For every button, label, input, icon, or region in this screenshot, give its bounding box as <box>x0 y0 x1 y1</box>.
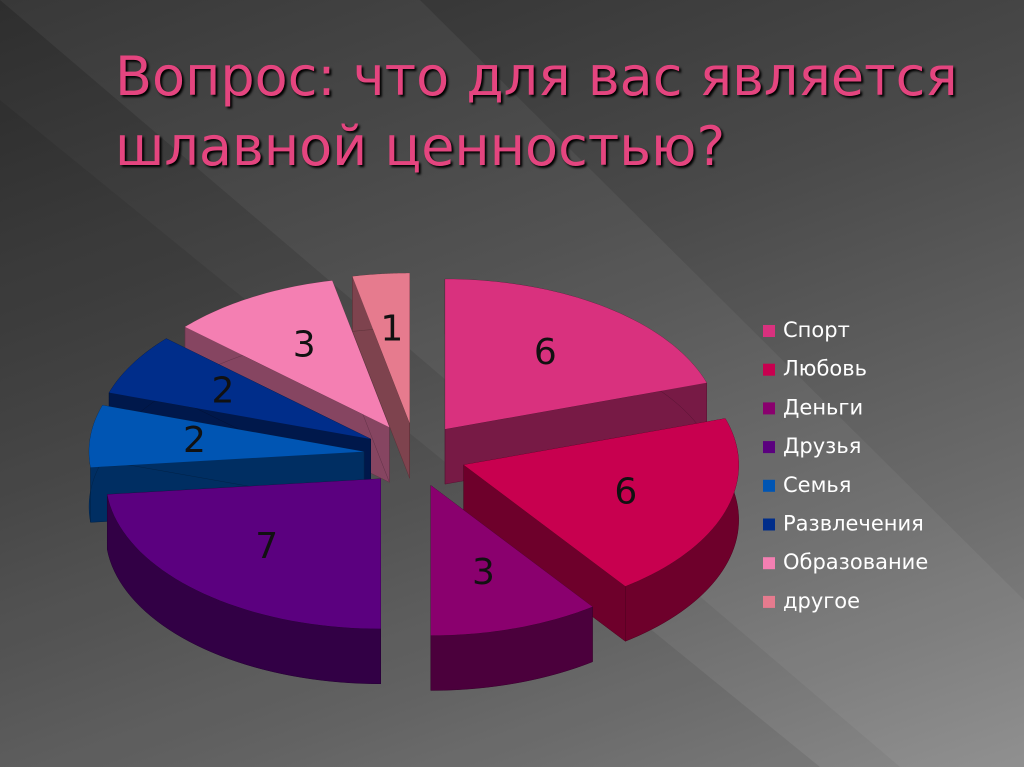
legend-label: Семья <box>783 473 851 497</box>
slice <box>352 272 410 479</box>
slice-side <box>106 494 381 685</box>
legend-swatch <box>763 557 775 570</box>
data-label: 7 <box>255 526 278 567</box>
slice-top <box>352 273 410 424</box>
data-label: 6 <box>614 472 637 513</box>
legend-swatch <box>763 363 775 376</box>
data-label: 3 <box>293 325 316 366</box>
data-label: 2 <box>212 371 235 412</box>
data-label: 6 <box>534 332 557 373</box>
slice <box>430 484 593 691</box>
slice-top <box>89 405 365 468</box>
data-label: 1 <box>380 309 403 350</box>
slice-top <box>445 279 707 430</box>
legend-swatch <box>763 441 775 454</box>
chart-title: Вопрос: что для вас является шлавной цен… <box>115 45 958 178</box>
legend-swatch <box>763 479 775 492</box>
data-label: 3 <box>472 552 495 593</box>
slice-top <box>107 478 381 629</box>
legend-label: Образование <box>783 550 928 574</box>
legend-label: Любовь <box>783 357 867 381</box>
legend-label: Деньги <box>783 395 863 419</box>
legend-swatch <box>763 402 775 415</box>
legend-label: Развлечения <box>783 512 924 536</box>
legend-swatch <box>763 595 775 608</box>
legend-swatch <box>763 325 775 337</box>
data-label: 2 <box>183 420 206 461</box>
slice <box>463 417 739 642</box>
slice-top <box>185 280 390 428</box>
legend-swatch <box>763 518 775 531</box>
slice-top <box>463 418 739 587</box>
slice-top <box>430 485 593 636</box>
slice <box>106 478 381 685</box>
legend-label: Друзья <box>783 434 861 458</box>
slice-top <box>109 338 371 439</box>
legend-label: другое <box>783 589 860 613</box>
legend-label: Спорт <box>783 318 850 342</box>
